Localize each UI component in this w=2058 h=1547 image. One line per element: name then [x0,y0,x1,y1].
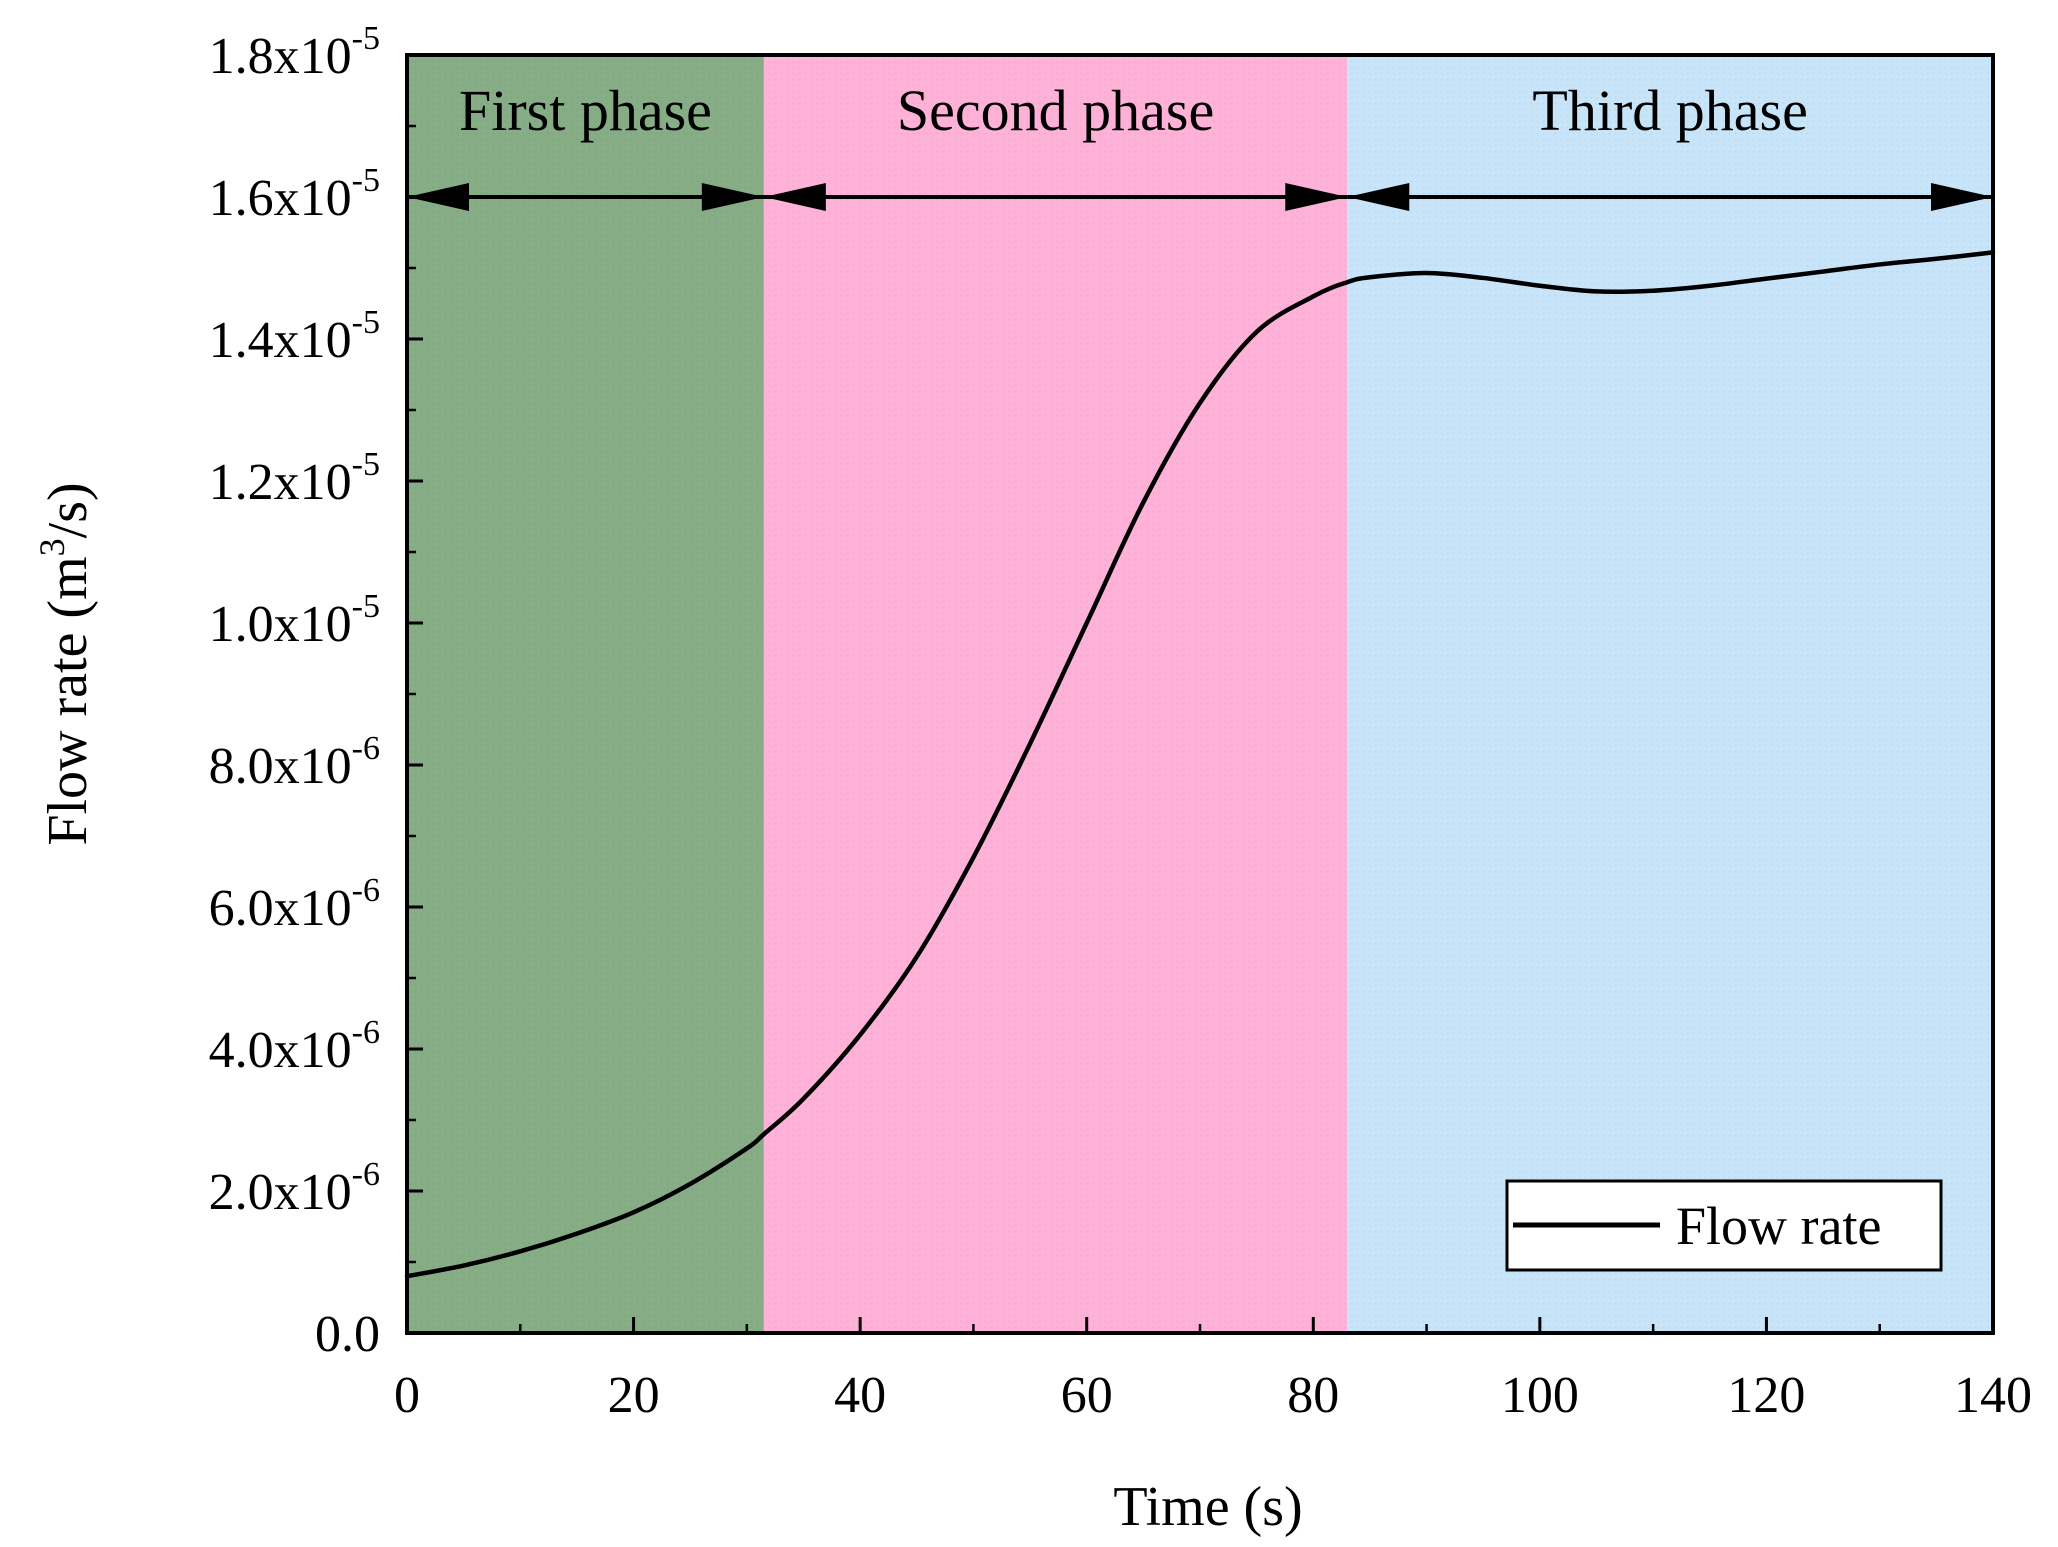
x-tick-label-5: 100 [1501,1367,1579,1424]
y-tick-label-0: 0.0 [315,1306,380,1363]
x-tick-label-0: 0 [394,1367,420,1424]
phase-bands [407,55,1993,1333]
y-tick-mantissa: 1.4x10 [209,312,352,369]
y-tick-exponent: -6 [352,1156,380,1193]
y-axis-ticks: 0.02.0x10-64.0x10-66.0x10-68.0x10-61.0x1… [209,20,423,1363]
y-tick-mantissa: 4.0x10 [209,1022,352,1079]
y-tick-mantissa: 1.8x10 [209,28,352,85]
y-tick-mantissa: 0.0 [315,1306,380,1363]
phase-arrowhead-start-3 [1347,183,1410,211]
phase-arrows [407,183,1993,211]
y-tick-label-5: 1.0x10-5 [209,588,380,653]
x-tick-label-4: 80 [1287,1367,1339,1424]
y-tick-exponent: -6 [352,872,380,909]
phase-arrowhead-start-2 [763,183,826,211]
y-tick-label-3: 6.0x10-6 [209,872,380,937]
x-tick-label-3: 60 [1061,1367,1113,1424]
phase-band-texture-1 [407,55,764,1333]
y-tick-label-9: 1.8x10-5 [209,20,380,85]
series-line-1 [404,250,1996,1279]
y-tick-mantissa: 6.0x10 [209,880,352,937]
y-tick-label-1: 2.0x10-6 [209,1156,380,1221]
x-tick-label-6: 120 [1727,1367,1805,1424]
y-tick-mantissa: 2.0x10 [209,1164,352,1221]
y-tick-mantissa: 1.2x10 [209,454,352,511]
y-tick-exponent: -5 [352,20,380,57]
y-tick-exponent: -5 [352,304,380,341]
y-axis-title-superscript: 3 [32,538,72,556]
y-tick-label-6: 1.2x10-5 [209,446,380,511]
phase-label-3: Third phase [1532,78,1807,143]
phase-labels: First phase Second phase Third phase [459,78,1808,143]
x-tick-label-2: 40 [834,1367,886,1424]
phase-arrowhead-start-1 [407,183,469,211]
y-tick-mantissa: 1.0x10 [209,596,352,653]
x-axis-ticks: 0 20 40 60 80 100 120 140 [394,1317,2032,1424]
phase-arrowhead-end-3 [1931,183,1993,211]
phase-label-1: First phase [459,78,712,143]
y-tick-exponent: -6 [352,1014,380,1051]
x-tick-label-1: 20 [608,1367,660,1424]
phase-band-texture-3 [1347,55,1993,1333]
legend: Flow rate [1505,1179,1943,1272]
y-tick-label-8: 1.6x10-5 [209,162,380,227]
y-tick-label-2: 4.0x10-6 [209,1014,380,1079]
phase-arrowhead-end-2 [1285,183,1348,211]
x-tick-label-7: 140 [1954,1367,2032,1424]
phase-arrowhead-end-1 [701,183,764,211]
phase-label-2: Second phase [897,78,1214,143]
series-layer [404,250,1996,1279]
y-tick-exponent: -5 [352,588,380,625]
y-tick-label-7: 1.4x10-5 [209,304,380,369]
y-tick-label-4: 8.0x10-6 [209,730,380,795]
y-tick-exponent: -5 [352,162,380,199]
y-tick-mantissa: 8.0x10 [209,738,352,795]
x-axis-title: Time (s) [1113,1476,1302,1538]
y-axis-title-suffix: /s) [37,482,99,538]
legend-label-flow-rate: Flow rate [1676,1196,1881,1256]
y-axis-title-prefix: Flow rate (m [37,556,99,845]
y-axis-title: Flow rate (m3/s) [32,482,99,845]
y-tick-exponent: -5 [352,446,380,483]
y-tick-exponent: -6 [352,730,380,767]
y-tick-mantissa: 1.6x10 [209,170,352,227]
